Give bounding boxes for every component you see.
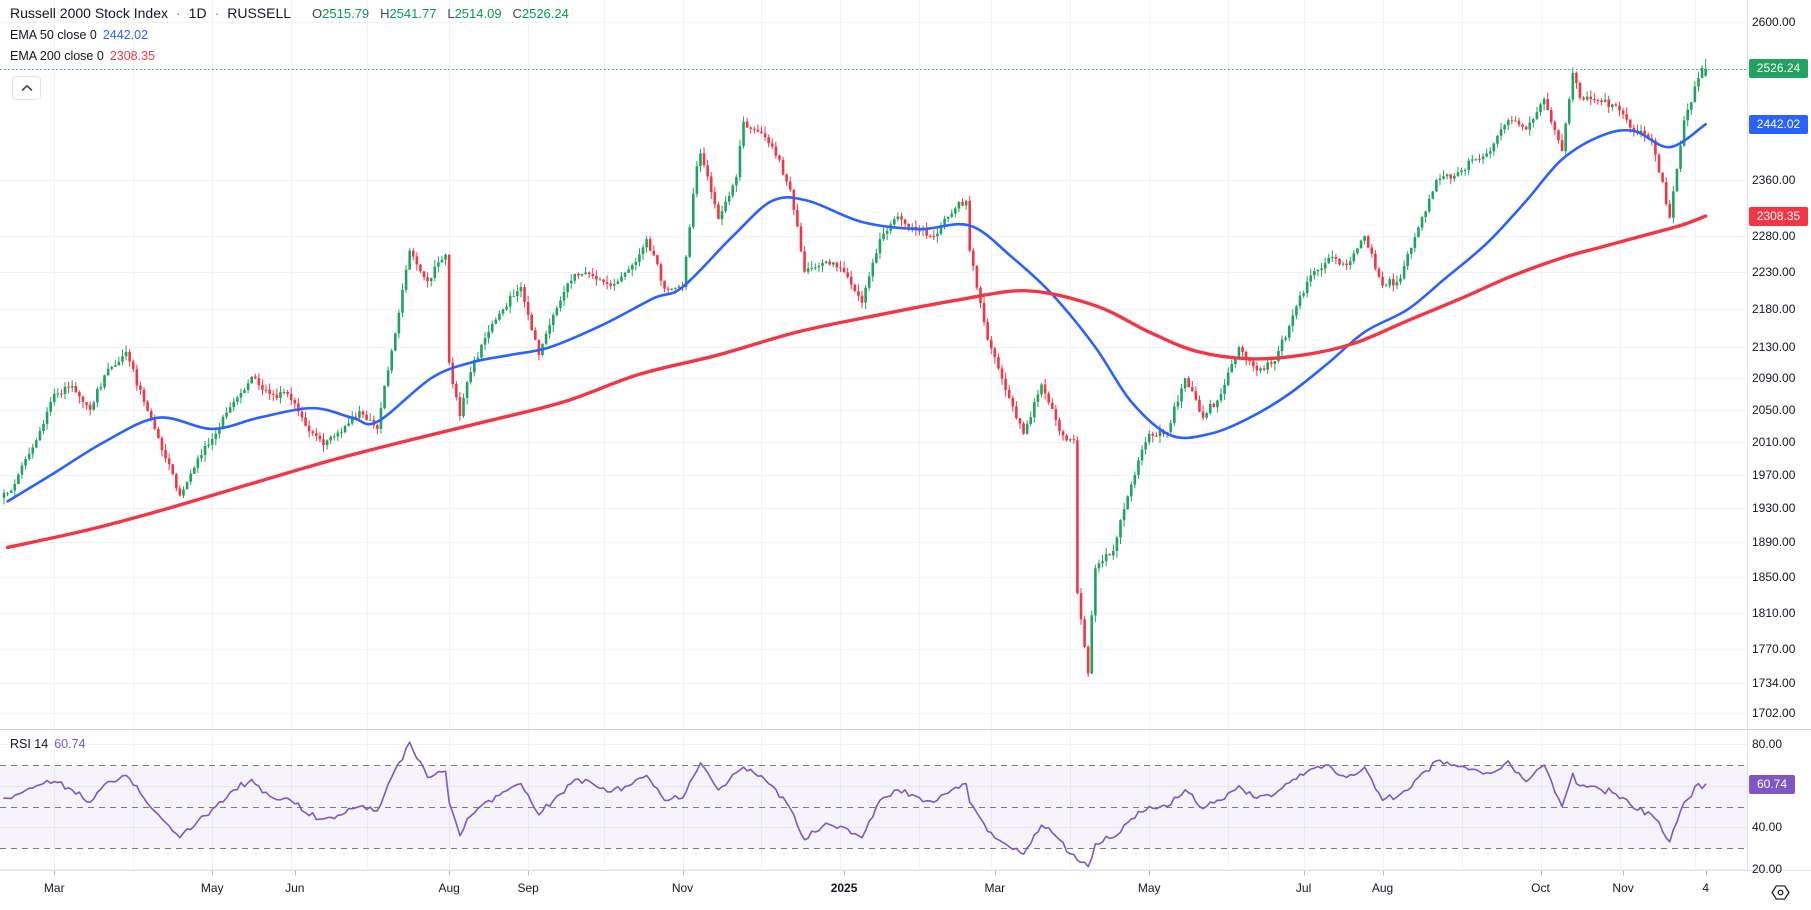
collapse-pane-button[interactable] [12,76,41,100]
chevron-up-icon [21,85,32,91]
settings-hexagon-icon [1770,884,1790,900]
settings-icon[interactable] [1768,880,1792,904]
